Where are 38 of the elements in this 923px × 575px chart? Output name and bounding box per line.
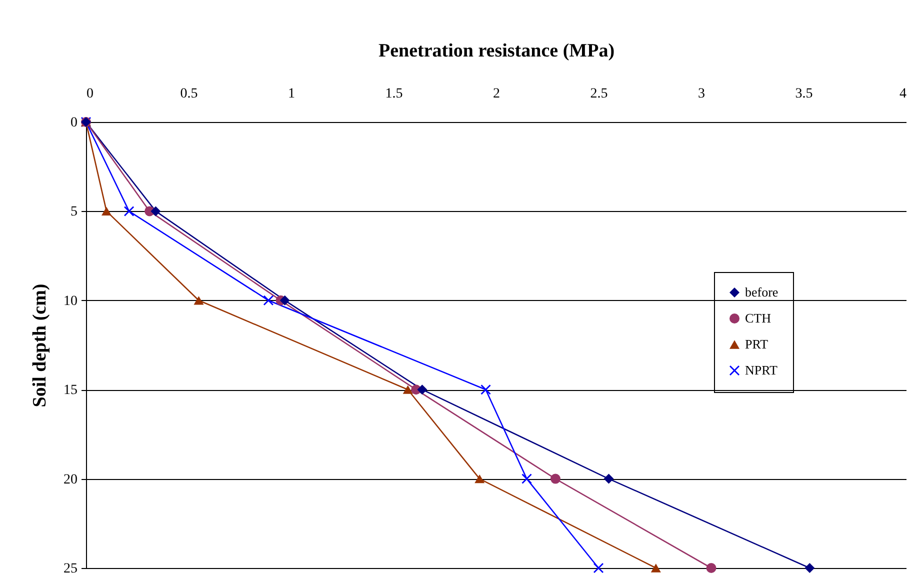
point — [550, 474, 560, 484]
x-axis-title: Penetration resistance (MPa) — [378, 40, 615, 62]
x-tick-label: 0 — [86, 86, 94, 102]
y-tick-label: 0 — [70, 116, 78, 130]
point — [604, 474, 614, 484]
y-tick-label: 15 — [64, 383, 78, 398]
x-tick-label: 1.5 — [385, 86, 403, 102]
y-axis-title: Soil depth (cm) — [30, 284, 50, 408]
x-tick-label: 2 — [493, 86, 500, 102]
point — [124, 206, 134, 216]
x-tick-label: 3 — [698, 86, 705, 102]
point — [804, 563, 815, 573]
x-tick-label: 2.5 — [590, 86, 608, 102]
point — [194, 296, 204, 305]
legend-label: before — [745, 284, 778, 300]
point — [594, 563, 604, 573]
point — [102, 206, 112, 216]
x-tick-label: 0.5 — [180, 86, 198, 102]
point — [402, 385, 413, 394]
point — [474, 474, 485, 484]
point — [150, 206, 161, 216]
point — [263, 295, 274, 306]
y-tick-label: 20 — [64, 472, 78, 488]
x-tick-label: 3.5 — [795, 86, 813, 102]
point — [650, 564, 661, 572]
point — [417, 384, 428, 395]
y-tick-label: 10 — [64, 294, 78, 309]
point — [480, 384, 491, 395]
point — [706, 563, 716, 573]
x-tick-label: 4 — [900, 86, 906, 102]
x-tick-label: 1 — [288, 86, 295, 102]
y-tick-label: 25 — [64, 562, 78, 575]
point — [280, 295, 290, 306]
legend-label: CTH — [745, 310, 771, 326]
y-tick-label: 5 — [70, 204, 78, 220]
point — [522, 474, 532, 484]
legend-label: NPRT — [745, 362, 778, 378]
legend-label: PRT — [745, 336, 768, 352]
